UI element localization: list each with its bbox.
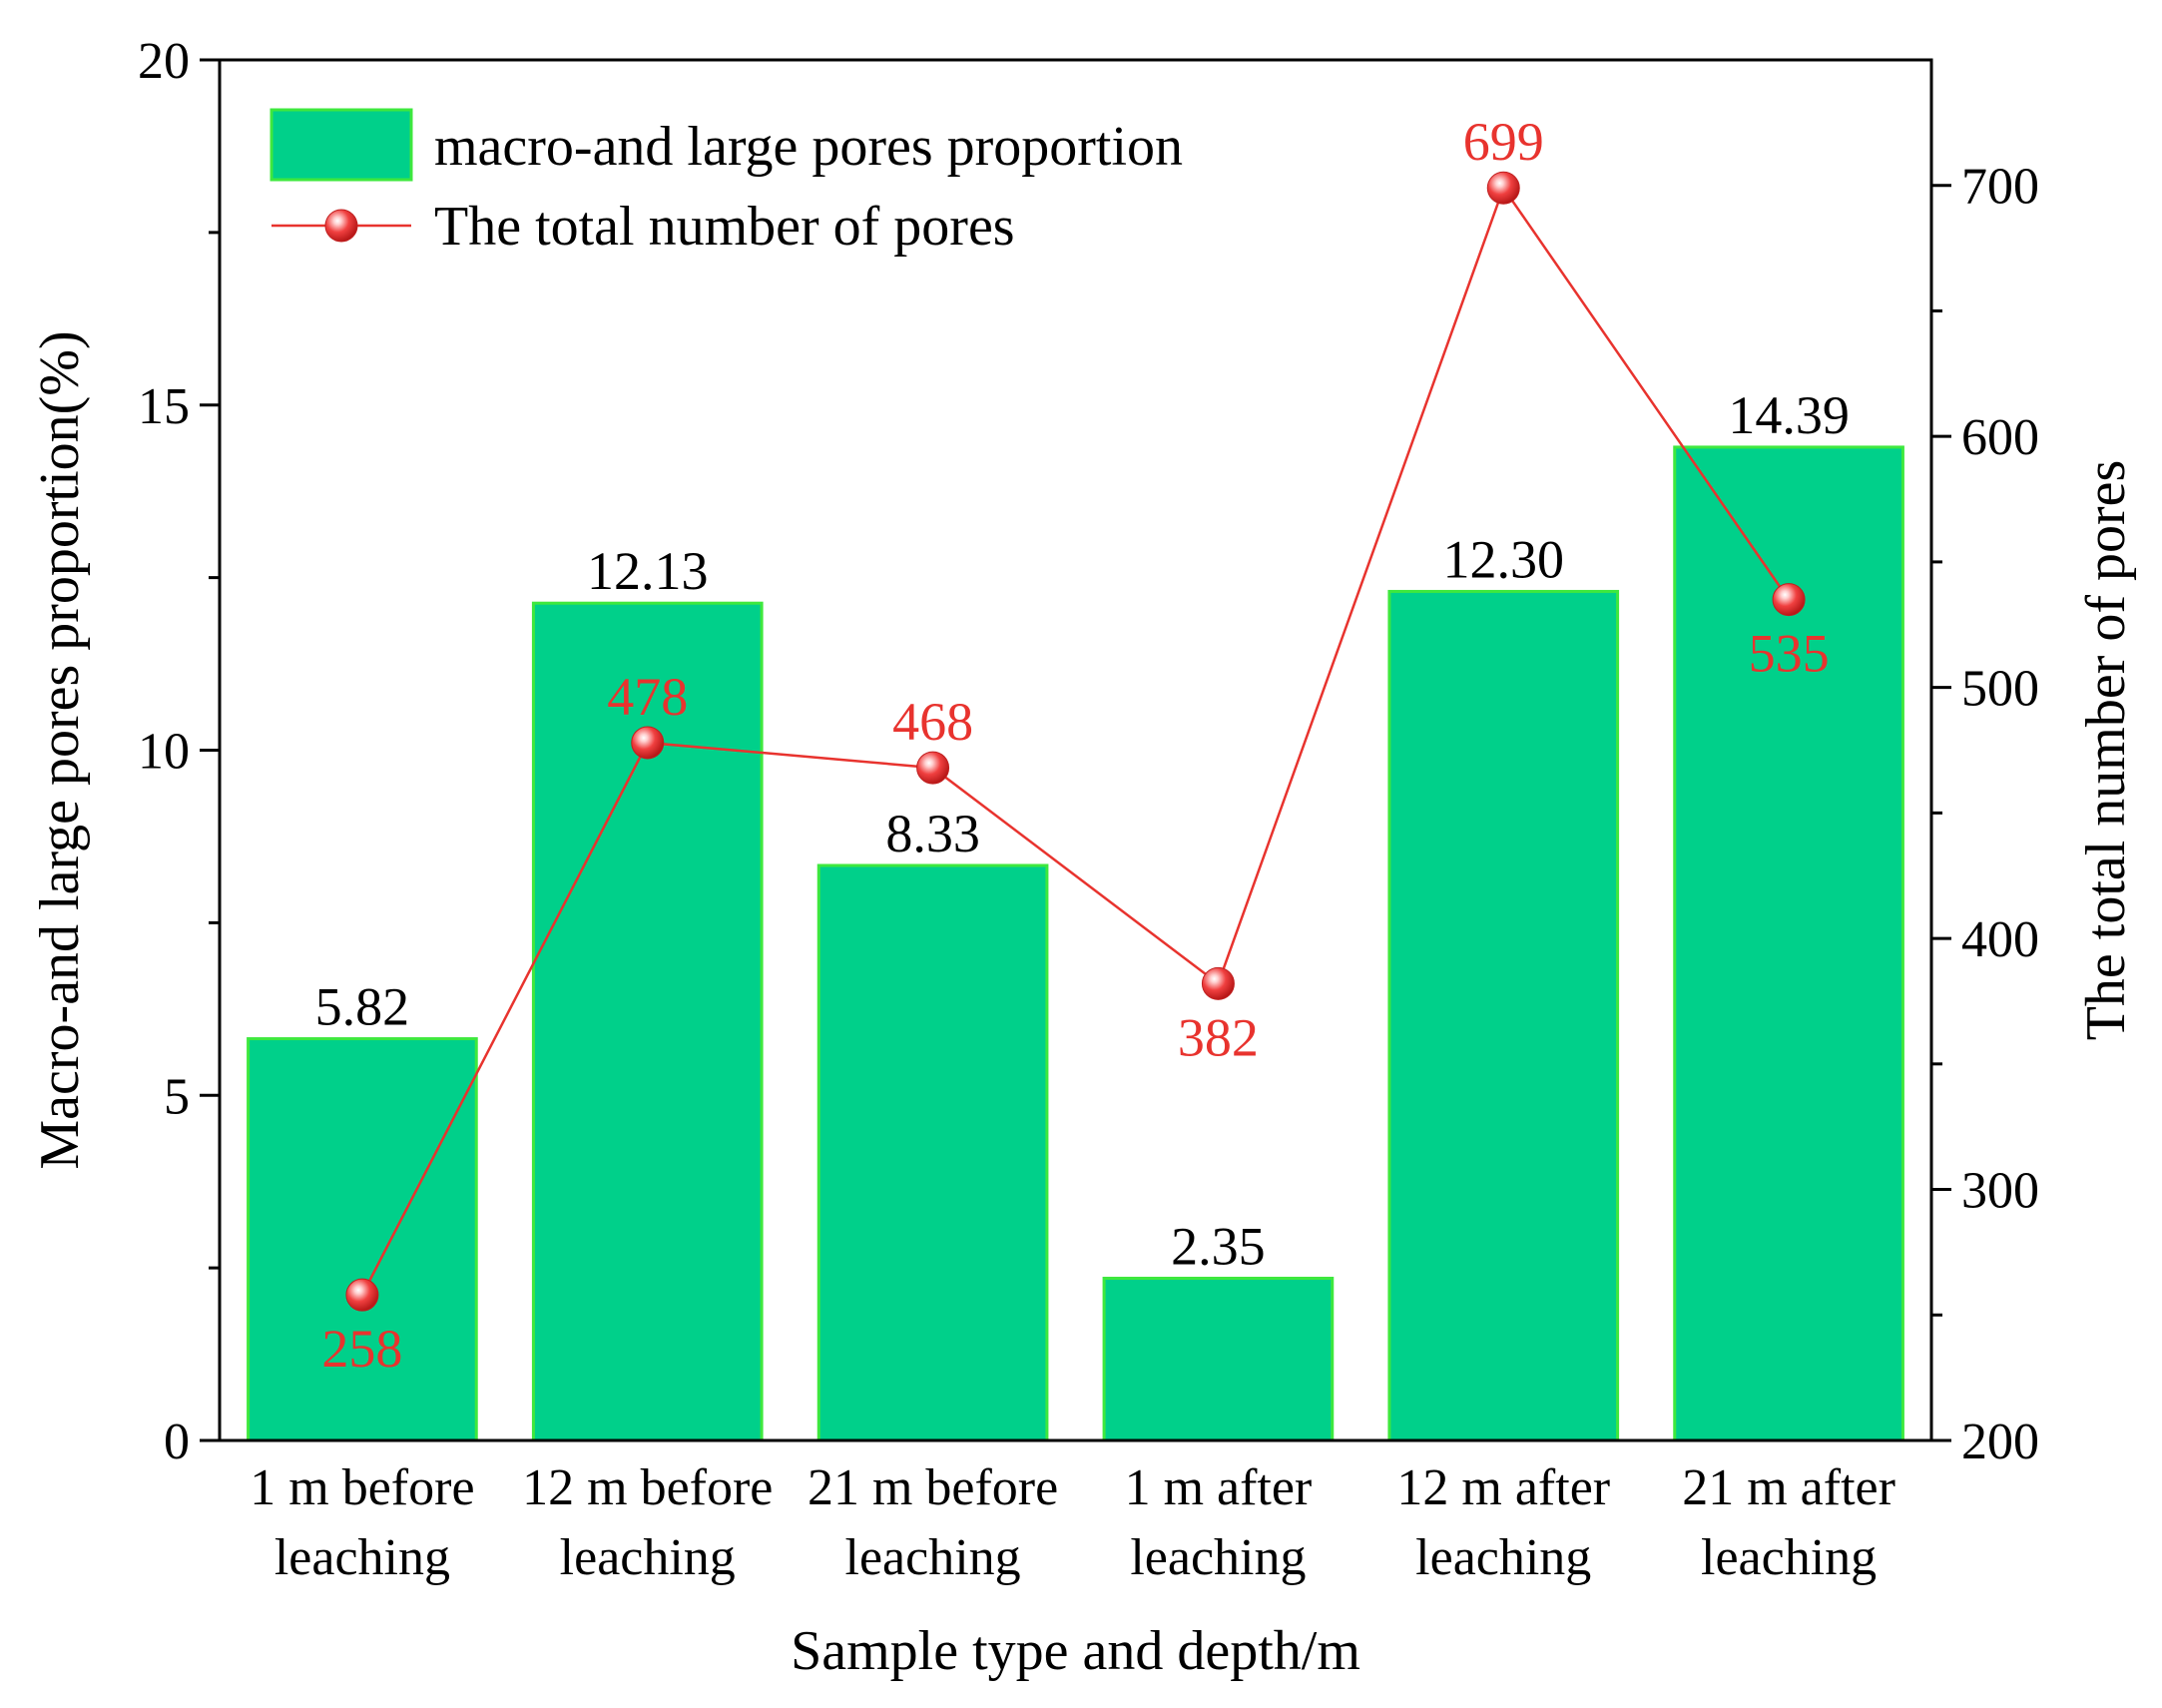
pores-value-label-2: 478: [607, 667, 688, 727]
bar-value-label-3: 8.33: [885, 804, 980, 863]
bar-1: [247, 1037, 478, 1442]
left-tick-label: 10: [138, 724, 190, 781]
legend: macro-and large pores proportion The tota…: [270, 108, 1183, 258]
x-axis-title: Sample type and depth/m: [791, 1620, 1360, 1682]
bar-value-label-6: 14.39: [1728, 385, 1850, 445]
category-label-line2-1: leaching: [274, 1529, 450, 1586]
category-label-line1-6: 21 m after: [1682, 1459, 1895, 1516]
left-tick-label: 0: [164, 1414, 190, 1470]
right-tick-label: 700: [1961, 159, 2039, 216]
bar-value-label-1: 5.82: [315, 977, 410, 1037]
pores-point-1: [345, 1278, 379, 1312]
pores-point-6: [1772, 583, 1806, 617]
pores-value-label-1: 258: [321, 1319, 402, 1379]
bar-value-label-2: 12.13: [587, 541, 709, 601]
pores-value-label-6: 535: [1749, 624, 1830, 684]
left-tick-label: 20: [138, 33, 190, 90]
pores-value-label-5: 699: [1463, 112, 1544, 172]
bar-3: [816, 863, 1049, 1442]
bar-4: [1102, 1276, 1335, 1442]
legend-marker-icon: [324, 209, 358, 243]
right-tick-label: 600: [1961, 409, 2039, 466]
pores-value-label-4: 382: [1178, 1007, 1259, 1067]
legend-bar-label: macro-and large pores proportion: [434, 116, 1183, 178]
bar-value-label-4: 2.35: [1171, 1216, 1266, 1276]
right-tick-label: 400: [1961, 911, 2039, 968]
category-label-line2-2: leaching: [560, 1529, 736, 1586]
line-layer: [345, 171, 1806, 1312]
category-label-line1-4: 1 m after: [1125, 1459, 1313, 1516]
legend-bar-swatch: [270, 108, 413, 182]
pores-value-label-3: 468: [892, 692, 973, 752]
category-label-line1-5: 12 m after: [1396, 1459, 1610, 1516]
category-label-line2-4: leaching: [1130, 1529, 1306, 1586]
pores-line: [360, 185, 1791, 1296]
bar-value-label-5: 12.30: [1443, 529, 1565, 589]
bars-layer: [247, 445, 1904, 1442]
left-tick-label: 15: [138, 378, 190, 435]
category-label-line2-6: leaching: [1701, 1529, 1877, 1586]
category-label-line1-2: 12 m before: [522, 1459, 773, 1516]
y2-axis-title: The total number of pores: [2075, 460, 2137, 1041]
right-tick-label: 200: [1961, 1414, 2039, 1470]
pores-point-4: [1201, 966, 1235, 1000]
right-tick-label: 300: [1961, 1163, 2039, 1220]
pores-point-2: [631, 726, 665, 760]
category-label-line1-1: 1 m before: [250, 1459, 474, 1516]
right-tick-label: 500: [1961, 661, 2039, 718]
category-label-line2-3: leaching: [845, 1529, 1021, 1586]
pores-point-3: [916, 751, 950, 785]
bar-5: [1387, 589, 1620, 1442]
labels-layer: 5.82 12.13 8.33 2.35 12.30 14.39 258 478 468 382 6…: [315, 112, 1850, 1379]
legend-line-label: The total number of pores: [434, 196, 1015, 258]
axes-layer: 0 5 10 15 20 200 300 400 500 600 700 1 m before leac…: [29, 33, 2137, 1682]
category-label-line1-3: 21 m before: [808, 1459, 1058, 1516]
pores-point-5: [1486, 171, 1520, 205]
category-label-line2-5: leaching: [1415, 1529, 1591, 1586]
y-axis-title: Macro-and large pores proportion(%): [29, 330, 91, 1169]
left-tick-label: 5: [164, 1068, 190, 1125]
